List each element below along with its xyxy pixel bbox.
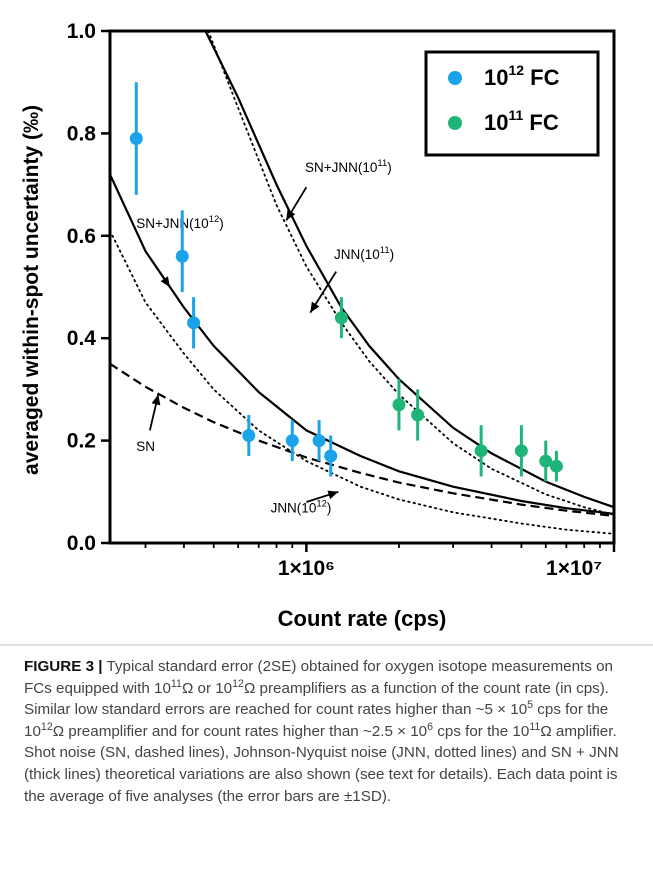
data-point-10-11	[392, 398, 406, 412]
caption-superscript: 5	[527, 699, 534, 712]
caption-text: Typical standard error (2SE) obtained fo…	[24, 658, 613, 697]
caption-superscript: 6	[427, 720, 434, 733]
y-tick-label: 0.0	[67, 532, 96, 555]
y-tick-label: 0.4	[67, 327, 97, 350]
data-point-10-11	[549, 459, 563, 473]
y-tick-label: 0.2	[67, 430, 96, 453]
figure-caption: FIGURE 3 | Typical standard error (2SE) …	[24, 656, 634, 807]
annotation-exponent: 12	[316, 498, 327, 509]
annotation-arrow-head	[327, 490, 339, 500]
curve-dashed	[110, 362, 614, 517]
data-point-10-11	[334, 311, 348, 325]
annotation-close: )	[390, 247, 395, 262]
caption-body: Typical standard error (2SE) obtained fo…	[24, 658, 619, 805]
data-point-10-11	[474, 444, 488, 458]
curve-annotations: SN+JNN(1012)SN+JNN(1011)JNN(1011)SNJNN(1…	[136, 158, 394, 515]
legend-exponent: 12	[508, 62, 524, 78]
legend-marker	[448, 116, 462, 130]
caption-text: Ω or 10	[181, 679, 233, 697]
curve-annotation-label: SN+JNN(1011)	[305, 158, 392, 175]
annotation-text: JNN(10	[271, 500, 317, 515]
data-point-10-12	[242, 428, 256, 442]
annotation-text: SN	[136, 439, 155, 454]
caption-label: FIGURE 3 |	[24, 658, 103, 675]
caption-superscript: 12	[40, 720, 53, 733]
y-tick-label: 1.0	[67, 20, 96, 43]
legend-base: 10	[484, 65, 508, 90]
x-axis-ticks: 1×10⁶ 1×10⁷	[144, 543, 616, 580]
curve-solid	[204, 31, 614, 509]
data-point-10-12	[324, 449, 338, 463]
legend-suffix: FC	[524, 65, 560, 90]
legend-marker	[448, 71, 462, 85]
data-point-10-12	[187, 316, 201, 330]
data-point-10-12	[129, 132, 143, 146]
data-point-10-12	[285, 434, 299, 448]
caption-text: Ω amplifier. Shot noise (SN, dashed line…	[24, 722, 619, 805]
caption-text: cps for the 10	[24, 701, 609, 740]
legend-entry-label: 1012 FC	[484, 62, 560, 90]
curve-annotation-label: JNN(1011)	[334, 245, 394, 262]
annotation-text: SN+JNN(10	[136, 216, 208, 231]
curve-dotted	[110, 229, 614, 535]
caption-text: Ω preamplifiers as a function of the cou…	[24, 679, 610, 719]
annotation-text: SN+JNN(10	[305, 160, 377, 175]
y-axis-ticks: 0.0 0.2 0.4 0.6 0.8 1.0	[67, 20, 110, 555]
annotation-text: JNN(10	[334, 247, 380, 262]
annotation-exponent: 11	[377, 158, 387, 169]
legend-entry-label: 1011 FC	[484, 107, 559, 135]
legend-exponent: 11	[508, 107, 523, 123]
legend-box	[424, 50, 600, 157]
legend-base: 10	[484, 110, 508, 135]
curve-solid	[110, 173, 614, 515]
caption-text: Ω preamplifier and for count rates highe…	[52, 722, 428, 740]
model-curves	[110, 31, 614, 535]
curve-dotted	[207, 31, 614, 516]
curve-annotation-label: SN	[136, 439, 155, 454]
curve-annotation-label: SN+JNN(1012)	[136, 214, 223, 231]
caption-superscript: 11	[529, 720, 541, 733]
annotation-arrow-head	[286, 209, 296, 221]
x-tick-label: 1×10⁷	[546, 557, 602, 580]
data-point-10-11	[539, 454, 553, 468]
uncertainty-chart: SN+JNN(1012)SN+JNN(1011)JNN(1011)SNJNN(1…	[20, 20, 616, 631]
annotation-close: )	[387, 160, 392, 175]
y-axis-label: averaged within-spot uncertainty (‰)	[20, 105, 43, 475]
data-point-10-11	[514, 444, 528, 458]
x-axis-label: Count rate (cps)	[278, 606, 447, 631]
caption-superscript: 12	[232, 677, 244, 690]
legend-suffix: FC	[523, 110, 559, 135]
y-tick-label: 0.6	[67, 225, 96, 248]
annotation-arrow-head	[310, 301, 320, 313]
data-points	[129, 82, 563, 482]
curve-annotation-label: JNN(1012)	[271, 498, 332, 515]
data-point-10-11	[411, 408, 425, 422]
data-point-10-12	[312, 434, 326, 448]
caption-superscript: 11	[170, 677, 182, 690]
annotation-exponent: 11	[380, 245, 390, 256]
plot-frame	[108, 29, 616, 545]
y-tick-label: 0.8	[67, 122, 97, 145]
annotation-exponent: 12	[209, 214, 220, 225]
annotation-close: )	[219, 216, 224, 231]
annotation-close: )	[327, 500, 332, 515]
annotation-arrow-head	[151, 394, 161, 406]
caption-divider	[0, 644, 653, 646]
data-point-10-12	[175, 249, 189, 263]
x-tick-label: 1×10⁶	[278, 557, 335, 580]
caption-text: cps for the 10	[433, 722, 530, 740]
annotation-arrow-head	[160, 276, 170, 287]
